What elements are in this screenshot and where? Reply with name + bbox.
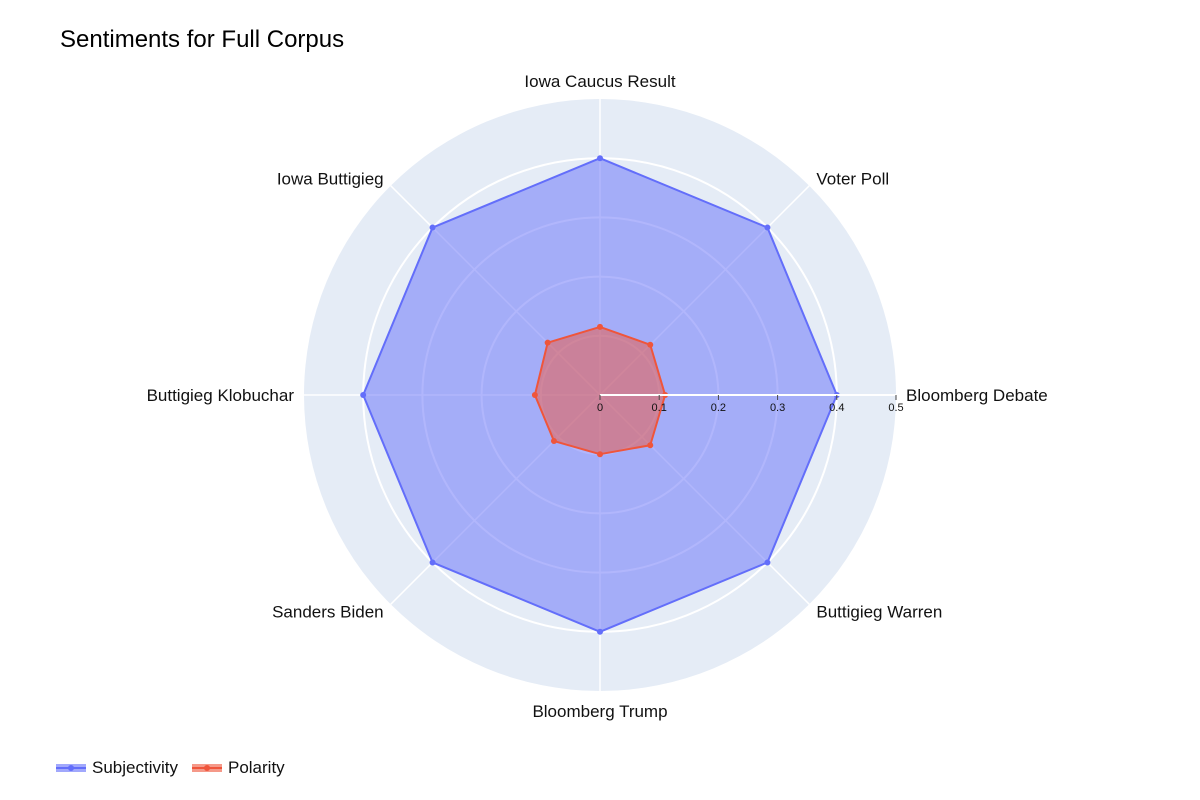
point-polarity-6[interactable] [597,451,603,458]
chart-title: Sentiments for Full Corpus [60,26,345,53]
angular-label-2: Iowa Caucus Result [524,72,675,91]
angular-label-4: Buttigieg Klobuchar [147,386,295,405]
legend-label-polarity: Polarity [227,758,285,777]
point-polarity-4[interactable] [531,392,538,398]
point-polarity-5[interactable] [550,438,557,445]
legend-item-subjectivity[interactable]: Subjectivity [56,758,178,778]
series-area-polarity [533,325,667,456]
legend-label-subjectivity: Subjectivity [92,758,178,777]
angular-label-7: Buttigieg Warren [816,602,942,621]
point-polarity-3[interactable] [544,339,551,346]
point-subjectivity-3[interactable] [429,224,436,231]
radial-tick-label-0: 0 [597,402,603,414]
point-subjectivity-2[interactable] [597,155,603,162]
radial-tick-label-4: 0.4 [829,402,844,414]
angular-label-6: Bloomberg Trump [532,702,667,721]
legend-swatch-polarity [191,761,222,775]
legend-swatch-subjectivity [56,761,86,775]
radial-tick-label-5: 0.5 [888,402,903,414]
angular-label-0: Bloomberg Debate [906,386,1048,405]
legend-item-polarity[interactable]: Polarity [191,758,285,778]
radial-tick-label-1: 0.1 [652,402,667,414]
angular-labels: Bloomberg Debate Voter Poll Iowa Caucus Re… [147,72,1048,721]
point-subjectivity-7[interactable] [764,559,771,566]
radial-tick-label-2: 0.2 [711,402,726,414]
radial-axis: 0 0.1 0.2 0.3 0.4 0.5 [597,394,904,414]
point-polarity-2[interactable] [597,323,603,330]
radial-tick-label-3: 0.3 [770,402,785,414]
legend: Subjectivity Polarity [56,758,285,778]
point-subjectivity-1[interactable] [764,224,771,231]
point-polarity-1[interactable] [647,341,654,348]
point-polarity-7[interactable] [647,442,654,449]
angular-label-1: Voter Poll [816,170,889,189]
point-subjectivity-4[interactable] [360,392,367,398]
angular-label-3: Iowa Buttigieg [277,170,384,189]
point-subjectivity-5[interactable] [429,559,436,566]
angular-label-5: Sanders Biden [272,602,384,621]
point-subjectivity-6[interactable] [597,628,603,635]
